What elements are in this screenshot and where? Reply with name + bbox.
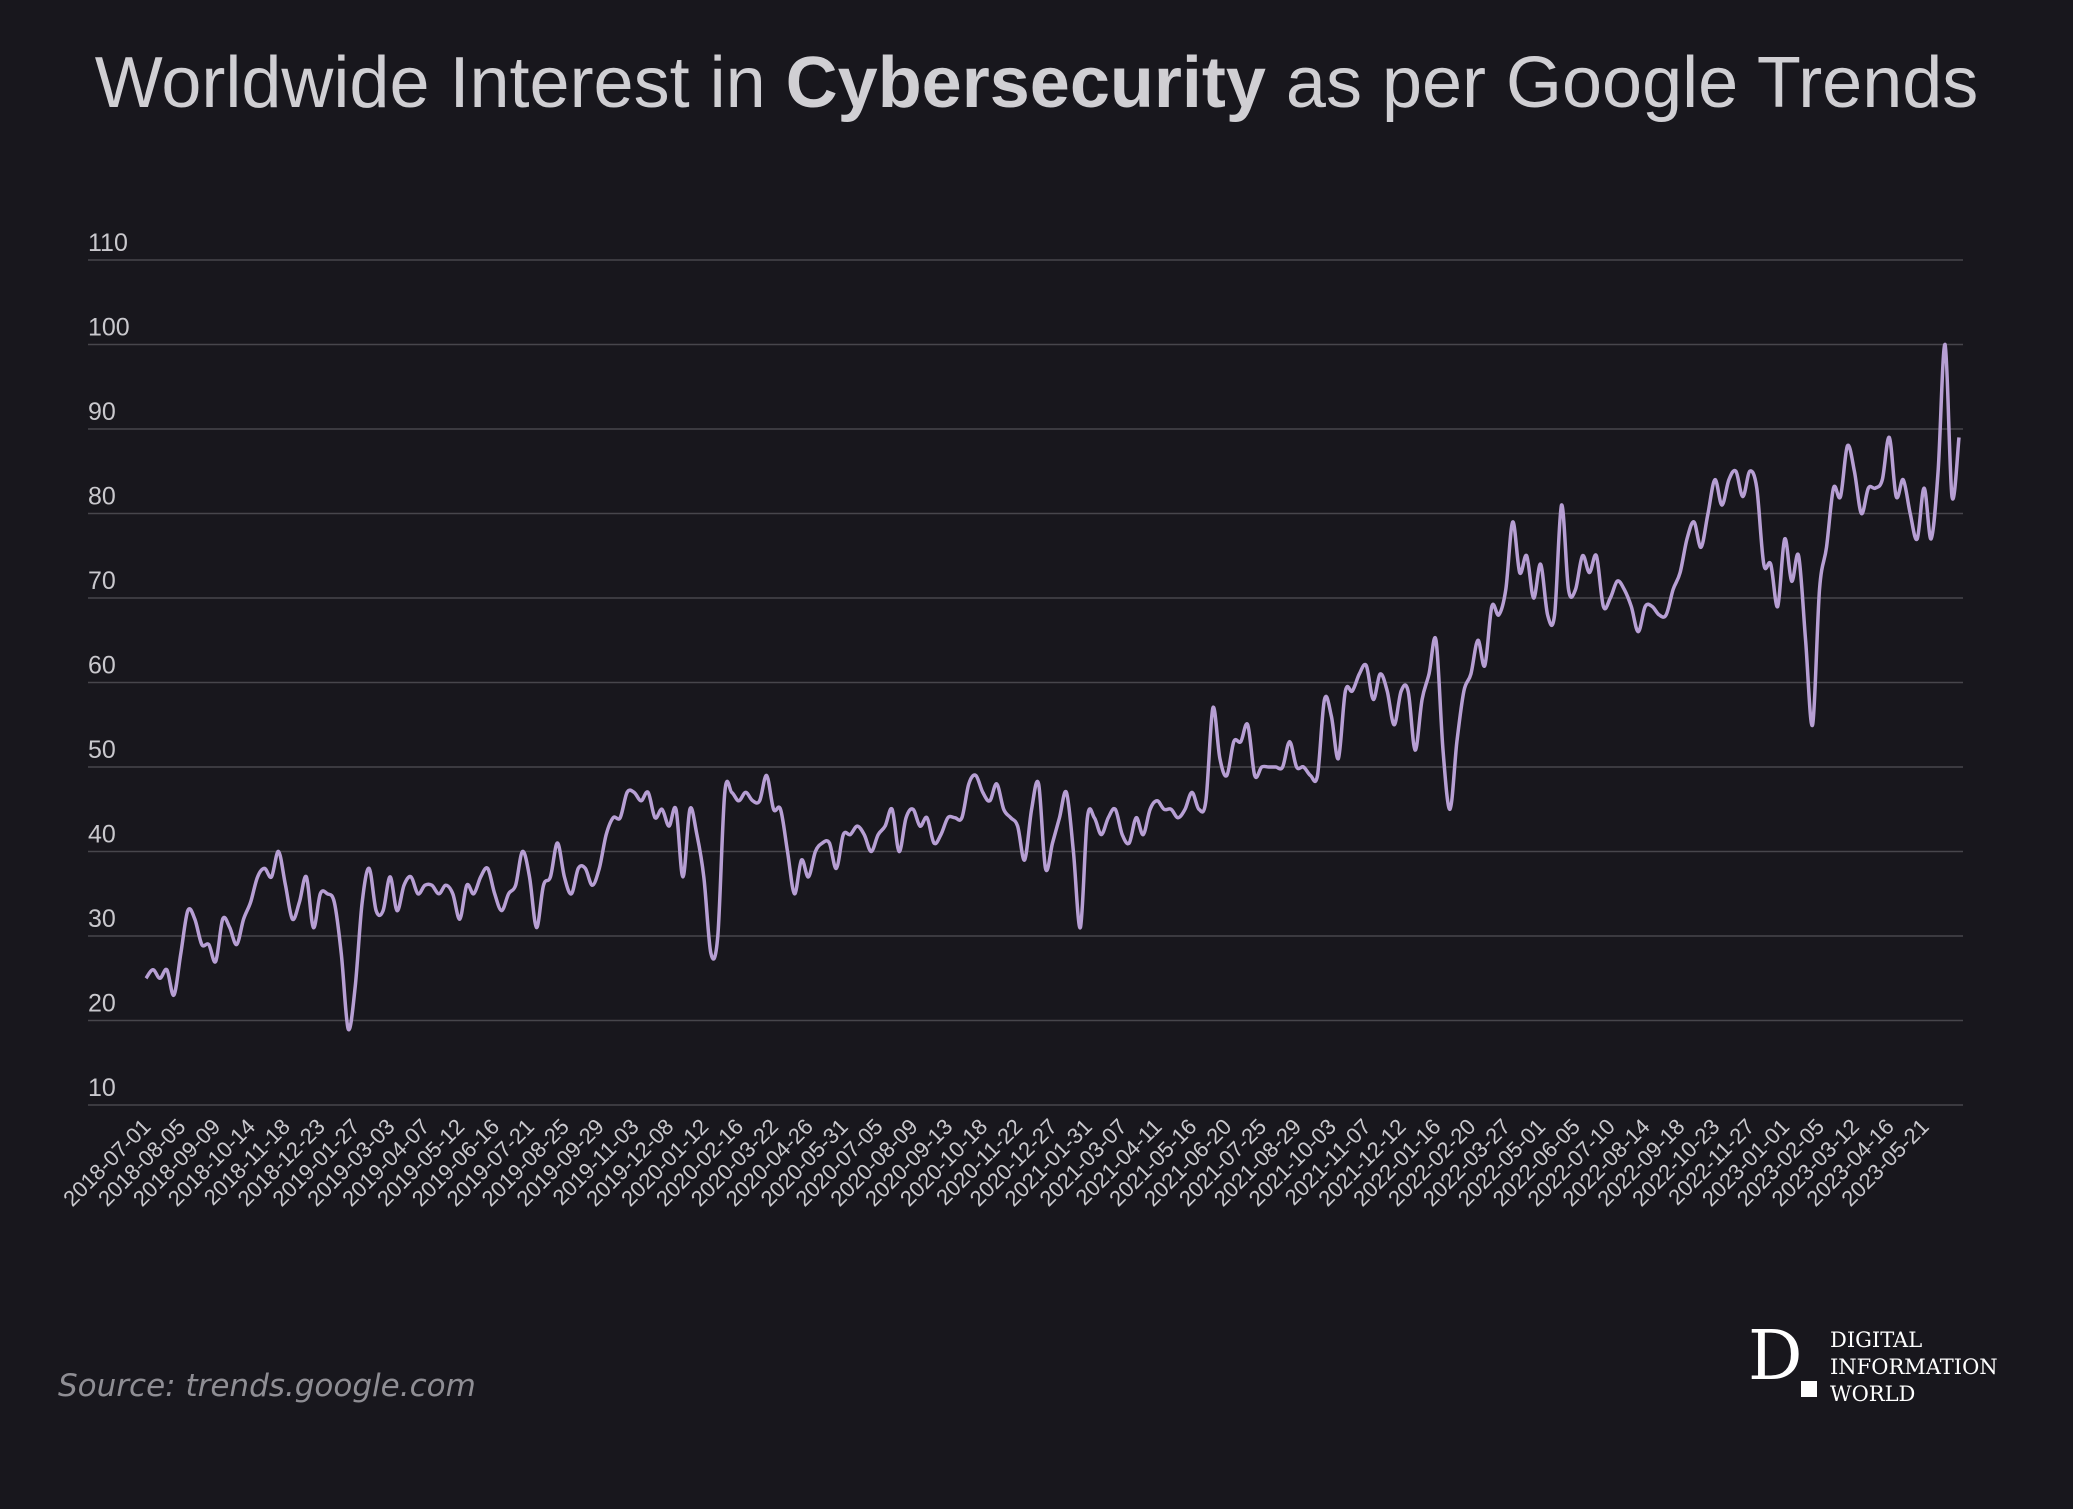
y-tick-label: 50 (88, 736, 116, 764)
y-tick-label: 60 (88, 652, 116, 680)
y-tick-label: 30 (88, 905, 116, 933)
y-tick-label: 100 (88, 314, 130, 342)
logo-square-icon (1801, 1381, 1817, 1397)
source-note: Source: trends.google.com (58, 1368, 476, 1404)
logo-line: INFORMATION (1830, 1355, 1998, 1379)
y-tick-label: 10 (88, 1074, 116, 1102)
series-layer (144, 342, 1961, 1032)
y-axis-ticks: 10 20 30 40 50 60 70 80 90 100 110 (88, 229, 130, 1102)
logo-letter: D (1748, 1317, 1803, 1396)
y-tick-label: 20 (88, 990, 116, 1018)
y-tick-label: 110 (88, 229, 128, 257)
y-tick-label: 90 (88, 398, 116, 426)
y-tick-label: 40 (88, 821, 116, 849)
y-tick-label: 80 (88, 483, 116, 511)
y-tick-label: 70 (88, 567, 116, 595)
gridlines (88, 259, 1963, 1106)
x-axis-ticks: 2018-07-012018-08-052018-09-092018-10-14… (58, 1114, 1933, 1211)
logo-line: WORLD (1830, 1382, 1916, 1406)
logo-line: DIGITAL (1830, 1328, 1923, 1352)
logo-wordmark: DIGITAL INFORMATION WORLD (1830, 1327, 1998, 1408)
brand-logo: D DIGITAL INFORMATION WORLD (1748, 1317, 2008, 1408)
series-line-cybersecurity (144, 342, 1961, 1032)
chart-title: Worldwide Interest in Cybersecurity as p… (94, 43, 1979, 123)
